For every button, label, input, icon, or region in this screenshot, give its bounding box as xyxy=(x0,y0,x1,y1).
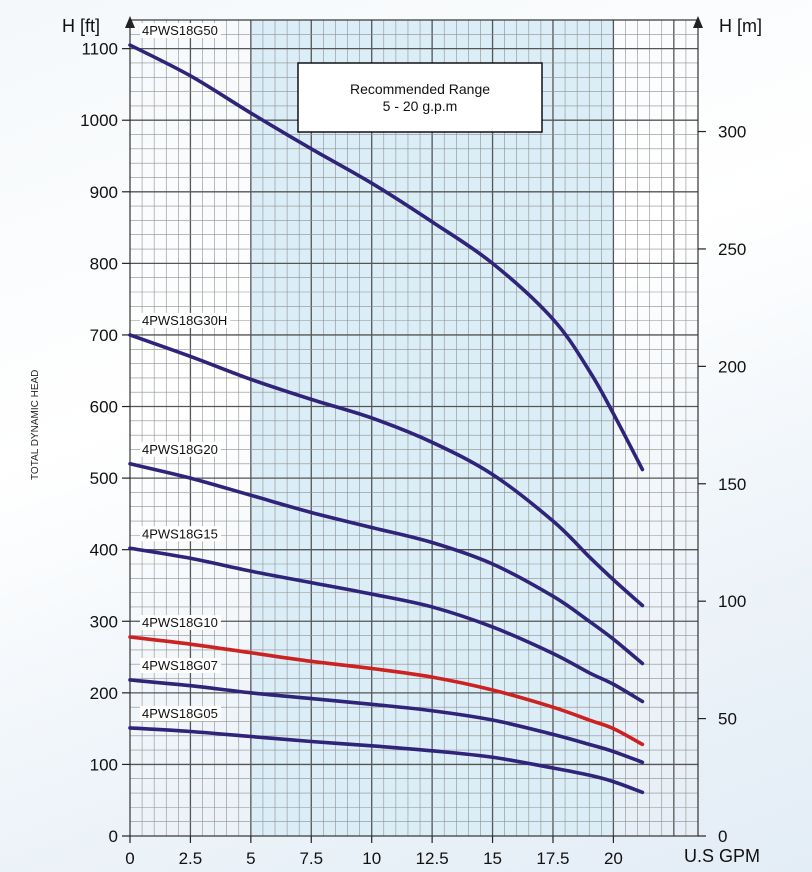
y-tick-label: 1000 xyxy=(80,111,118,130)
y-tick-label: 300 xyxy=(90,612,118,631)
recommended-range-subtitle: 5 - 20 g.p.m xyxy=(383,98,458,114)
chart-grid xyxy=(130,19,699,836)
series-label-bg xyxy=(140,526,221,542)
series-label-bg xyxy=(140,312,231,328)
series-label-bg xyxy=(140,705,221,721)
series-layer: 4PWS18G50 4PWS18G30H 4PWS18G20 4PWS18G15 4PW… xyxy=(128,23,645,795)
recommended-range-title: Recommended Range xyxy=(350,81,490,97)
series-line-4pws18g07 xyxy=(128,678,645,765)
x-tick-label: 15 xyxy=(483,849,502,868)
x-axis-label: U.S GPM xyxy=(684,846,760,866)
series-line-4pws18g10 xyxy=(128,635,645,747)
recommended-range-box: Recommended Range 5 - 20 g.p.m xyxy=(297,62,543,133)
x-tick-label: 2.5 xyxy=(179,849,203,868)
series-label: 4PWS18G10 xyxy=(142,615,218,630)
series-line-4pws18g05 xyxy=(128,726,645,795)
y-tick-label: 900 xyxy=(90,183,118,202)
x-tick-label: 7.5 xyxy=(299,849,323,868)
series-label: 4PWS18G15 xyxy=(142,526,218,541)
series-label: 4PWS18G50 xyxy=(142,23,218,38)
y2-tick-label: 100 xyxy=(718,592,746,611)
y-tick-label: 200 xyxy=(90,684,118,703)
y-tick-label: 0 xyxy=(109,827,118,846)
series-line-4pws18g50 xyxy=(128,43,645,472)
x-tick-label: 12.5 xyxy=(416,849,449,868)
y-tick-label: 700 xyxy=(90,326,118,345)
y2-tick-label: 150 xyxy=(718,475,746,494)
y2-tick-label: 200 xyxy=(718,357,746,376)
series-line-4pws18g15 xyxy=(128,546,645,704)
y-tick-label: 500 xyxy=(90,469,118,488)
y2-tick-label: 50 xyxy=(718,710,737,729)
left-axis-arrow xyxy=(125,16,135,28)
axes-layer: 0100200300400500600700800900100011000501… xyxy=(80,16,746,868)
x-tick-label: 10 xyxy=(362,849,381,868)
series-line-4pws18g30h xyxy=(128,333,645,608)
y2-tick-label: 0 xyxy=(718,827,727,846)
series-label: 4PWS18G30H xyxy=(142,313,227,328)
y-tick-label: 100 xyxy=(90,755,118,774)
x-tick-label: 0 xyxy=(125,849,134,868)
right-axis-unit: H [m] xyxy=(719,16,762,36)
x-tick-label: 17.5 xyxy=(536,849,569,868)
x-tick-label: 5 xyxy=(246,849,255,868)
y-tick-label: 1100 xyxy=(81,40,118,59)
y-tick-label: 800 xyxy=(90,254,118,273)
y2-tick-label: 250 xyxy=(718,240,746,259)
left-axis-unit: H [ft] xyxy=(62,16,100,36)
series-label-bg xyxy=(140,615,221,631)
y-tick-label: 600 xyxy=(90,398,118,417)
plot-frame xyxy=(129,19,699,837)
y-tick-label: 400 xyxy=(90,541,118,560)
series-label-bg xyxy=(140,23,221,39)
x-tick-label: 20 xyxy=(604,849,623,868)
series-label: 4PWS18G07 xyxy=(142,658,218,673)
series-line-4pws18g20 xyxy=(128,461,645,666)
series-label: 4PWS18G05 xyxy=(142,706,218,721)
right-axis-arrow xyxy=(693,16,703,28)
series-label-bg xyxy=(140,657,221,673)
side-axis-label: TOTAL DYNAMIC HEAD xyxy=(30,370,41,480)
series-label: 4PWS18G20 xyxy=(142,442,218,457)
y2-tick-label: 300 xyxy=(718,123,746,142)
series-label-bg xyxy=(140,441,221,457)
recommended-range-box-frame xyxy=(297,62,543,133)
